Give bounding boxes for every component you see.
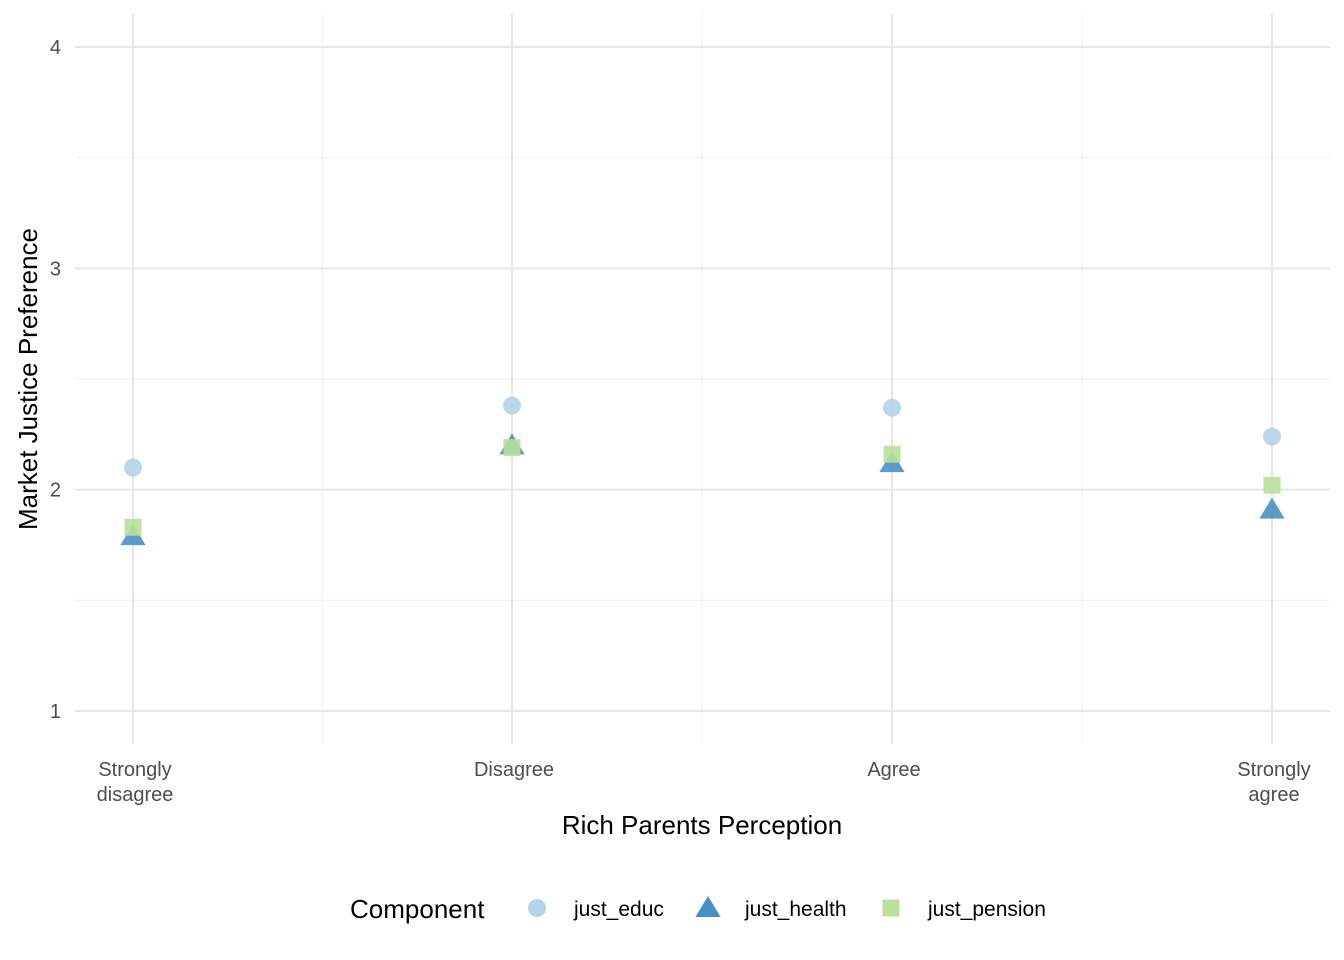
point-just_health bbox=[1259, 497, 1285, 519]
y-axis-title: Market Justice Preference bbox=[13, 228, 43, 530]
point-just_educ bbox=[1263, 427, 1281, 446]
y-tick-label: 4 bbox=[50, 37, 61, 59]
legend-title: Component bbox=[350, 894, 485, 924]
x-tick-label: Strongly agree bbox=[1237, 759, 1310, 806]
point-just_educ bbox=[883, 398, 901, 417]
x-tick-label: Agree bbox=[867, 759, 920, 781]
data-points bbox=[120, 396, 1285, 546]
x-axis-ticks: Strongly disagree Disagree Agree Strongly agr… bbox=[97, 759, 1311, 806]
legend-key-just_educ bbox=[528, 899, 546, 917]
point-just_educ bbox=[503, 396, 521, 415]
y-tick-label: 1 bbox=[50, 701, 61, 723]
x-tick-label: Disagree bbox=[474, 759, 554, 781]
legend-label: just_educ bbox=[573, 898, 664, 921]
point-just_pension bbox=[883, 445, 901, 463]
legend-label: just_health bbox=[744, 898, 847, 921]
legend-key-just_pension bbox=[882, 899, 900, 917]
x-axis-title: Rich Parents Perception bbox=[562, 810, 842, 840]
legend: Component just_educ just_health just_pensi… bbox=[350, 894, 1046, 924]
point-just_pension bbox=[503, 439, 521, 457]
y-axis-ticks: 1 2 3 4 bbox=[50, 37, 61, 723]
point-just_pension bbox=[124, 518, 142, 536]
point-just_educ bbox=[124, 458, 142, 477]
x-tick-label: Strongly disagree bbox=[97, 759, 174, 806]
y-tick-label: 2 bbox=[50, 480, 61, 502]
point-just_pension bbox=[1263, 476, 1281, 494]
legend-key-just_health bbox=[695, 896, 721, 917]
legend-label: just_pension bbox=[927, 898, 1046, 921]
grid bbox=[75, 14, 1330, 744]
y-tick-label: 3 bbox=[50, 258, 61, 280]
